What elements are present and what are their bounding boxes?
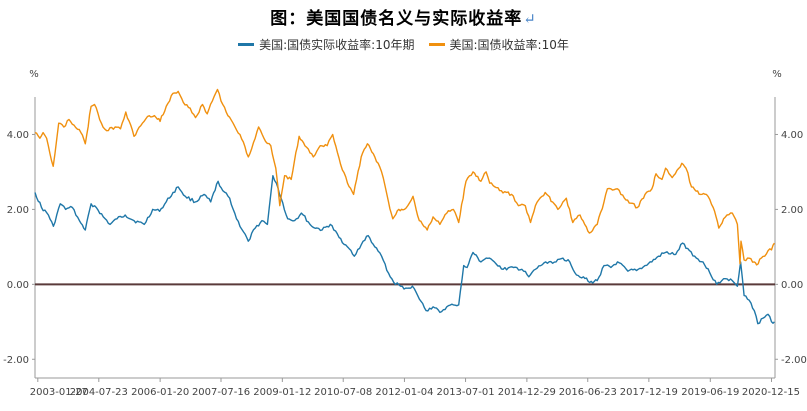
y-tick-label-right: -2.00 [781, 355, 807, 366]
y-tick-label-left: 4.00 [7, 130, 29, 141]
x-tick-label: 2007-07-16 [192, 387, 250, 398]
chart-title-text: 图：美国国债名义与实际收益率 [270, 9, 523, 29]
return-mark-icon: ↵ [523, 10, 537, 28]
y-unit-left: % [29, 69, 39, 80]
x-tick-label: 2012-01-04 [375, 387, 433, 398]
y-tick-label-left: 2.00 [7, 205, 29, 216]
legend-item-nominal-yield: 美国:国债收益率:10年 [428, 36, 569, 53]
series-line-real-yield [34, 175, 775, 325]
y-tick-label-right: 0.00 [781, 280, 803, 291]
x-tick-label: 2004-07-23 [70, 387, 128, 398]
y-tick-label-right: 2.00 [781, 205, 803, 216]
y-tick-label-left: -2.00 [3, 355, 29, 366]
y-tick-label-right: 4.00 [781, 130, 803, 141]
chart-title: 图：美国国债名义与实际收益率↵ [0, 4, 807, 29]
x-tick-label: 2017-12-19 [620, 387, 678, 398]
legend-item-real-yield: 美国:国债实际收益率:10年期 [238, 36, 415, 53]
tick-labels-group: % % 4.00 4.00 2.00 2.00 0.00 0.00 -2.00 -2.00 2003… [3, 69, 807, 398]
legend-swatch-real [238, 43, 255, 46]
x-tick-label: 2006-01-20 [131, 387, 189, 398]
legend-swatch-nominal [428, 43, 445, 46]
legend-label-nominal: 美国:国债收益率:10年 [449, 38, 569, 52]
x-tick-label: 2019-06-19 [681, 387, 739, 398]
x-tick-label: 2016-06-23 [559, 387, 617, 398]
axes-group [32, 97, 778, 382]
x-tick-label: 2009-01-12 [253, 387, 311, 398]
x-tick-label: 2010-07-08 [314, 387, 372, 398]
x-tick-label: 2003-01-27 [30, 387, 88, 398]
x-tick-label: 2014-12-29 [498, 387, 556, 398]
series-line-nominal-yield [34, 88, 775, 266]
x-tick-label: 2013-07-01 [436, 387, 494, 398]
legend-label-real: 美国:国债实际收益率:10年期 [259, 38, 415, 52]
legend: 美国:国债实际收益率:10年期 美国:国债收益率:10年 [0, 36, 807, 53]
y-tick-label-left: 0.00 [7, 280, 29, 291]
series-group [34, 88, 775, 325]
x-tick-label: 2020-12-15 [742, 387, 800, 398]
y-unit-right: % [772, 69, 782, 80]
